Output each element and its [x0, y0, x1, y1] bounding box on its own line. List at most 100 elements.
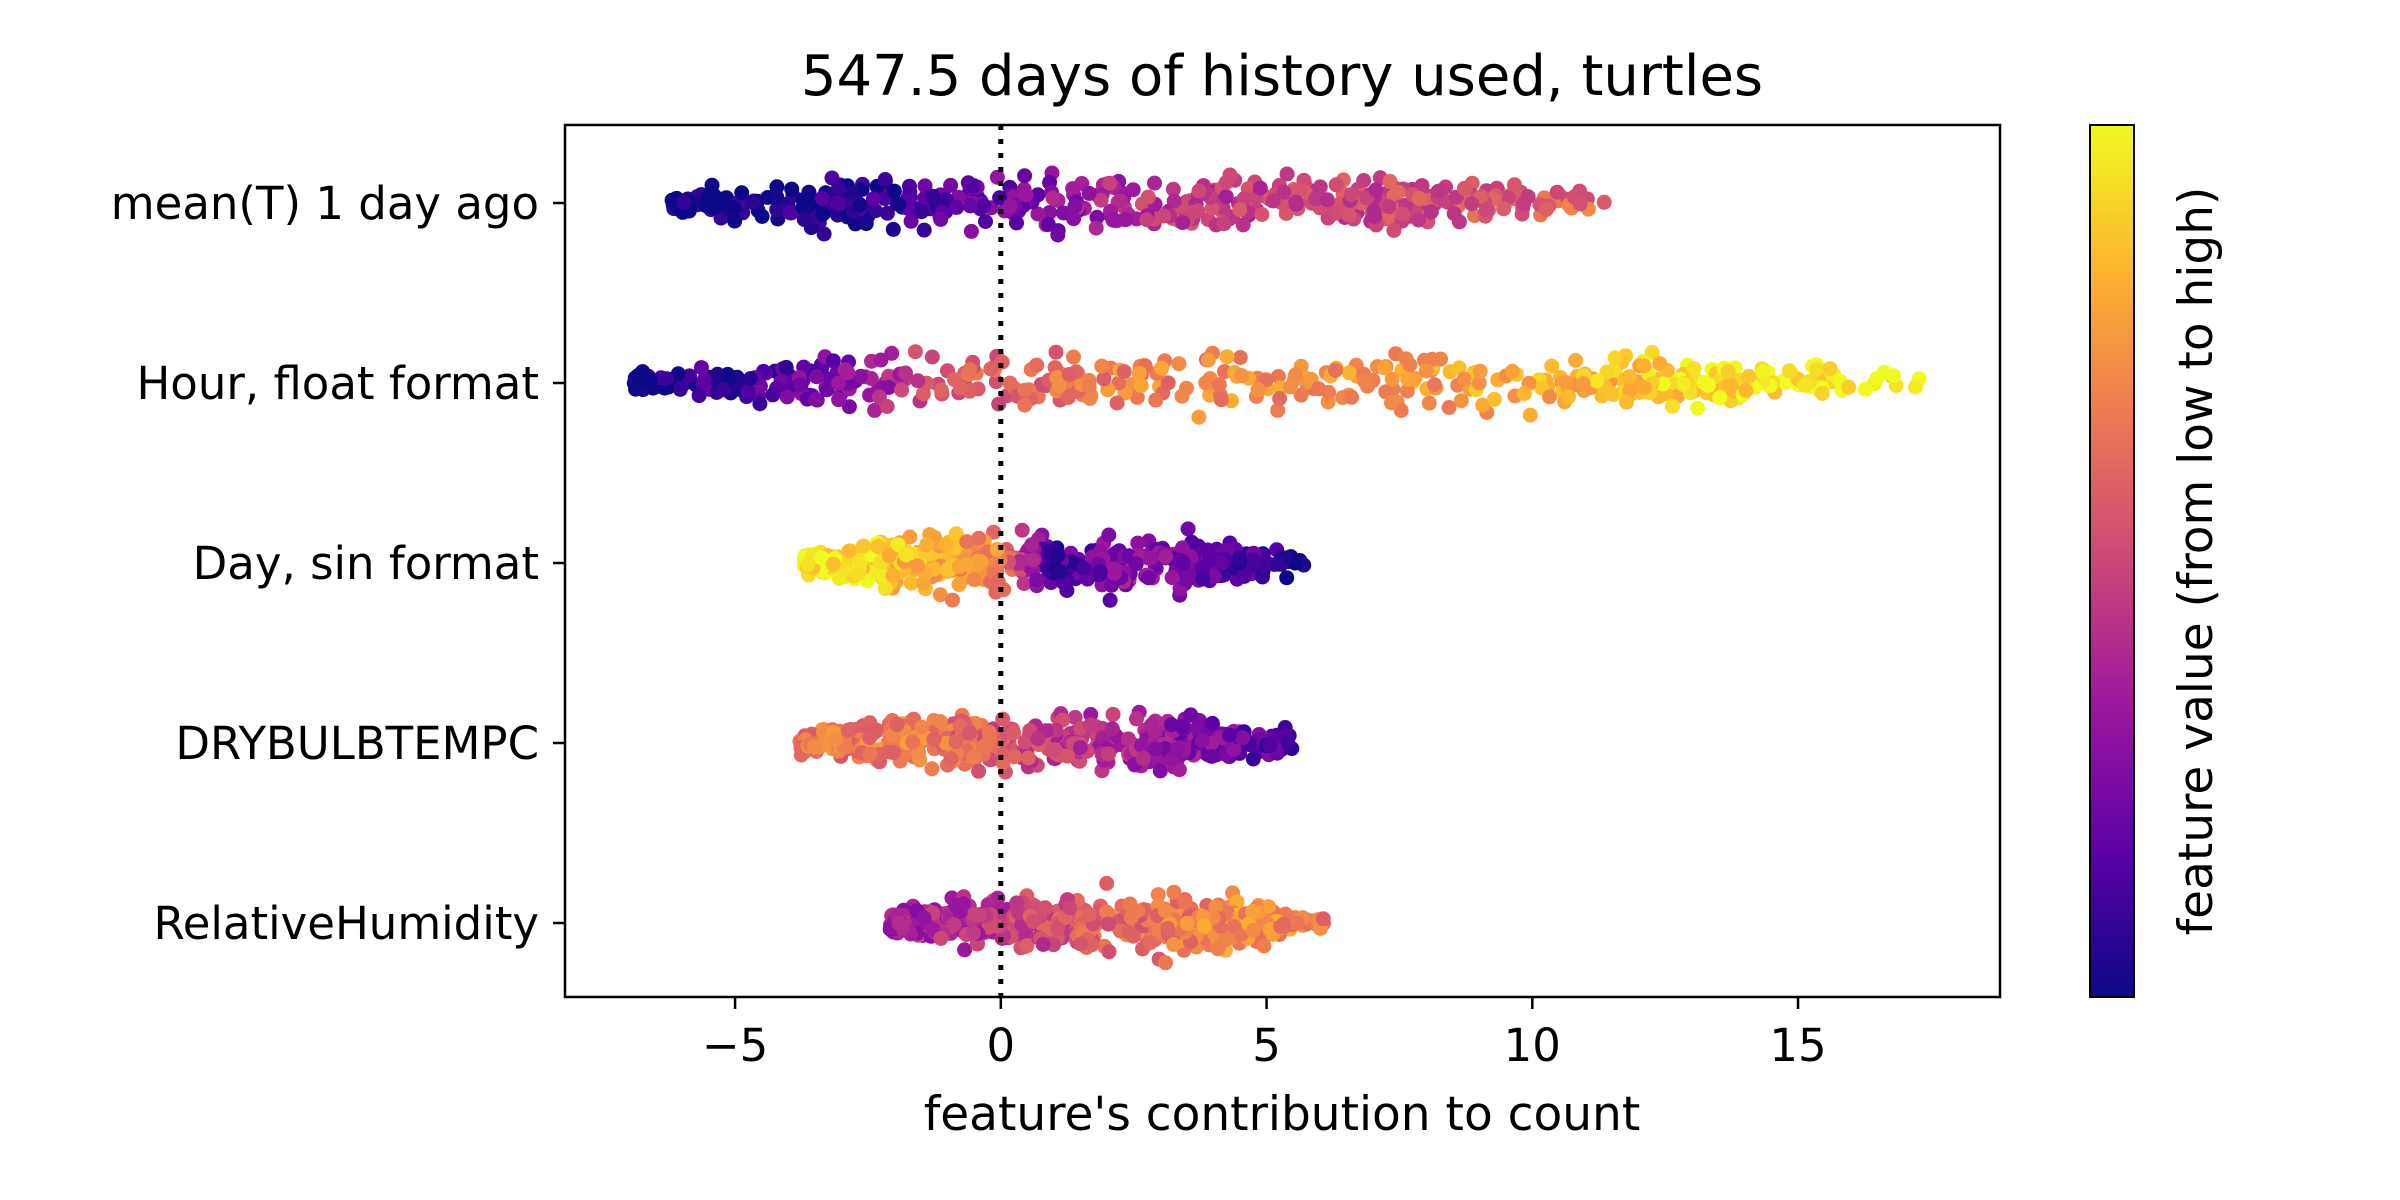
data-point	[1341, 365, 1357, 381]
data-point	[1099, 904, 1114, 920]
data-point	[795, 192, 811, 208]
data-point	[716, 382, 732, 398]
data-point	[1017, 397, 1033, 413]
data-point	[1395, 206, 1411, 222]
data-point	[1160, 920, 1176, 936]
data-point	[1020, 750, 1036, 766]
data-point	[682, 368, 698, 384]
data-point	[1471, 375, 1487, 391]
data-point	[924, 349, 940, 365]
data-point	[1030, 206, 1046, 222]
data-point	[1109, 395, 1125, 411]
data-point	[1279, 166, 1295, 182]
data-point	[691, 388, 707, 404]
data-point	[1177, 894, 1193, 910]
data-point	[1433, 351, 1449, 367]
data-point	[948, 526, 964, 542]
data-point	[1204, 748, 1220, 764]
data-point	[867, 402, 883, 418]
data-point	[1542, 389, 1557, 405]
data-point	[881, 548, 897, 564]
data-point	[1232, 550, 1248, 566]
data-point	[886, 183, 902, 199]
data-point	[1246, 922, 1261, 938]
data-point	[743, 371, 758, 387]
x-tick-label: 15	[1769, 1019, 1826, 1072]
data-point	[881, 379, 897, 395]
data-point	[1196, 918, 1212, 934]
colorbar	[2089, 124, 2135, 998]
data-point	[1288, 194, 1304, 210]
data-point	[1213, 555, 1229, 571]
data-point	[1135, 750, 1151, 766]
data-point	[1219, 349, 1235, 365]
data-point	[784, 181, 800, 197]
data-point	[910, 373, 926, 389]
data-point	[816, 226, 832, 242]
data-point	[1210, 941, 1226, 957]
data-point	[1180, 521, 1196, 537]
data-point	[1200, 352, 1216, 368]
data-point	[807, 739, 823, 755]
data-point	[1520, 189, 1536, 205]
data-point	[1384, 371, 1400, 387]
data-point	[1367, 208, 1383, 224]
y-tick-label: Day, sin format	[193, 537, 539, 590]
data-point	[1204, 715, 1220, 731]
data-point	[1171, 762, 1187, 778]
data-point	[1141, 570, 1156, 586]
data-point	[1467, 208, 1483, 224]
data-point	[1464, 196, 1480, 212]
data-point	[1218, 189, 1234, 205]
data-point	[1500, 189, 1516, 205]
data-point	[898, 547, 914, 563]
data-point	[1067, 198, 1083, 214]
data-point	[840, 722, 856, 738]
data-point	[1104, 721, 1120, 737]
data-point	[1202, 553, 1217, 568]
data-point	[1538, 201, 1554, 217]
data-point	[843, 184, 859, 200]
data-point	[1456, 180, 1472, 196]
x-axis-label: feature's contribution to count	[924, 1087, 1641, 1142]
data-point	[1291, 182, 1307, 198]
data-point	[808, 391, 824, 407]
data-point	[1522, 407, 1538, 423]
data-point	[1288, 367, 1303, 383]
data-point	[924, 761, 940, 777]
data-point	[1206, 568, 1222, 584]
data-point	[1382, 173, 1398, 189]
data-point	[891, 197, 907, 212]
data-point	[1472, 363, 1488, 379]
data-point	[1101, 527, 1117, 543]
data-point	[1111, 375, 1127, 391]
data-point	[1226, 742, 1242, 757]
data-point	[1198, 375, 1214, 391]
data-point	[809, 369, 824, 385]
data-point	[1166, 884, 1182, 900]
data-point	[1908, 379, 1923, 395]
data-point	[1073, 936, 1089, 952]
data-point	[1179, 915, 1195, 931]
data-point	[933, 211, 949, 227]
data-point	[1213, 392, 1229, 408]
data-point	[1270, 369, 1286, 384]
data-point	[1869, 371, 1885, 387]
data-point	[1191, 183, 1207, 199]
data-point	[1062, 900, 1078, 916]
data-point	[898, 365, 913, 381]
data-point	[879, 399, 895, 414]
data-point	[1099, 875, 1115, 891]
data-point	[1083, 717, 1098, 733]
data-point	[881, 368, 897, 384]
data-point	[1886, 368, 1901, 384]
data-point	[971, 530, 987, 546]
data-point	[1686, 361, 1702, 377]
data-point	[745, 194, 761, 210]
data-point	[1166, 937, 1182, 952]
data-point	[1131, 365, 1147, 381]
data-point	[1568, 352, 1584, 368]
data-point	[1486, 391, 1502, 407]
data-point	[1430, 183, 1446, 199]
